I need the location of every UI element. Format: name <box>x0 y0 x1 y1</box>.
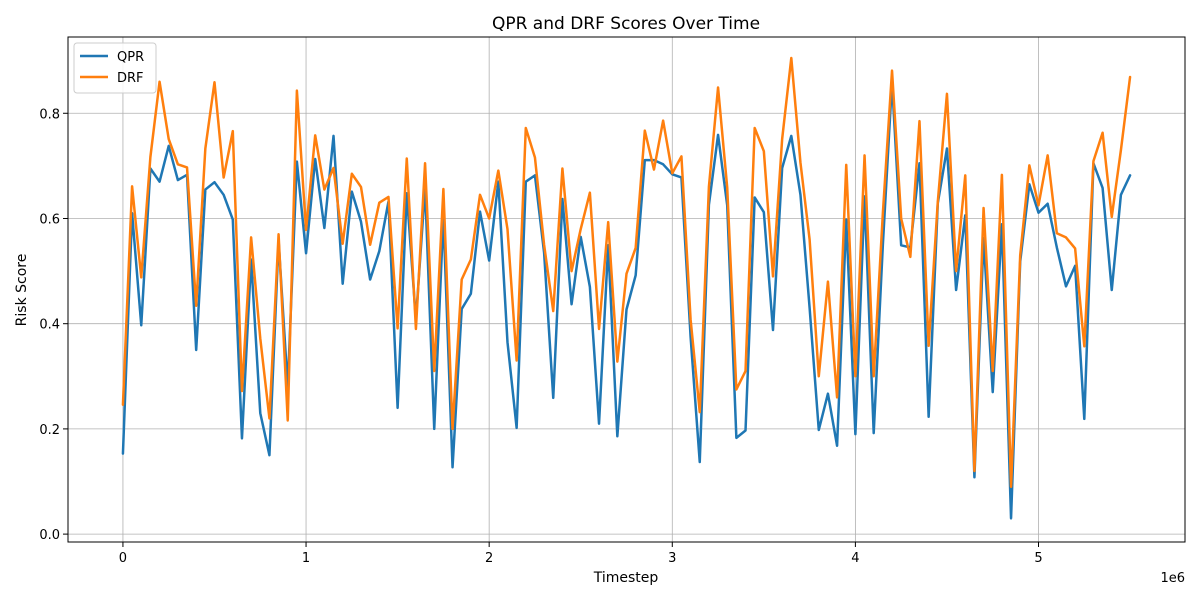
legend: QPR DRF <box>73 42 157 94</box>
plot-frame <box>67 36 1186 543</box>
y-tick-label: 0.8 <box>39 107 60 122</box>
x-axis-title: Timestep <box>593 570 659 586</box>
y-tick-label: 0.4 <box>39 318 60 333</box>
x-tick-label: 3 <box>668 551 676 566</box>
legend-label-qpr: QPR <box>117 50 144 65</box>
y-axis: 0.0 0.2 0.4 0.6 0.8 <box>39 107 68 543</box>
x-tick-label: 2 <box>485 551 493 566</box>
x-axis-offset-label: 1e6 <box>1160 571 1185 586</box>
y-tick-label: 0.6 <box>39 212 60 227</box>
x-tick-label: 0 <box>119 551 127 566</box>
series-line-drf <box>121 56 1132 489</box>
series-layer <box>121 56 1132 520</box>
x-tick-label: 4 <box>851 551 859 566</box>
x-tick-label: 5 <box>1034 551 1042 566</box>
legend-label-drf: DRF <box>117 71 144 86</box>
chart-title: QPR and DRF Scores Over Time <box>492 14 760 34</box>
x-tick-label: 1 <box>302 551 310 566</box>
x-axis: 0 1 2 3 4 5 <box>119 542 1043 566</box>
y-tick-label: 0.2 <box>39 423 60 438</box>
y-tick-label: 0.0 <box>39 528 60 543</box>
y-axis-title: Risk Score <box>14 254 30 327</box>
